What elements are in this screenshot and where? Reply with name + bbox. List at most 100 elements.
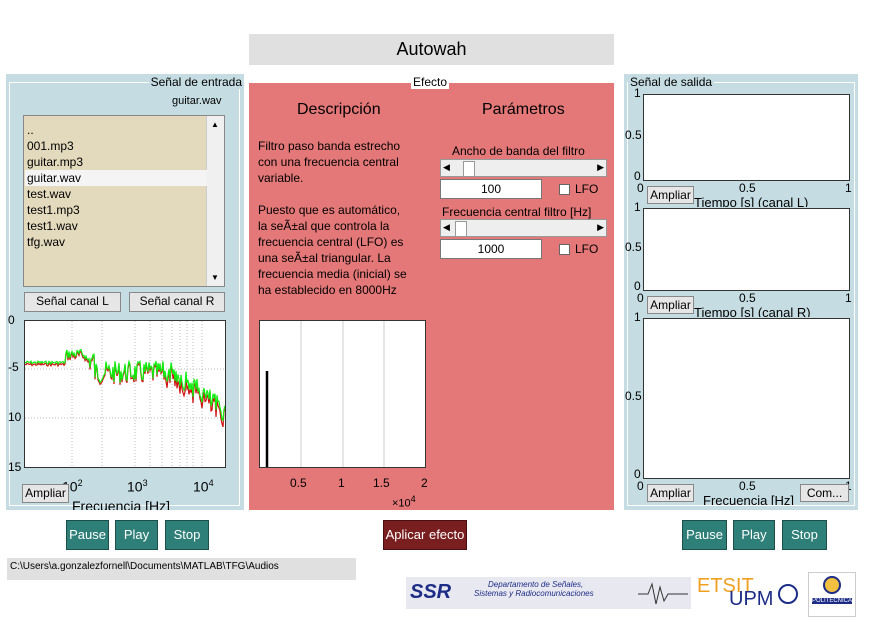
file-item[interactable]: test1.mp3 xyxy=(27,203,80,217)
app-title: Autowah xyxy=(249,34,614,65)
x-axis-label: Tiempo [s] (canal R) xyxy=(694,305,811,317)
file-list[interactable]: ▲ ▼ .. 001.mp3 guitar.mp3 guitar.wav test.wa… xyxy=(23,115,225,287)
heading: Descripción xyxy=(297,101,381,118)
x-tick-label: 104 xyxy=(193,478,214,495)
stop-button[interactable]: Stop xyxy=(782,520,827,550)
x-tick-label: 0.5 xyxy=(739,291,756,305)
panel-title: Efecto xyxy=(411,75,450,89)
x-tick-label: 1 xyxy=(845,181,852,195)
tick-exp: 2 xyxy=(77,478,83,488)
x-tick-label: 0.5 xyxy=(739,479,756,493)
file-name: guitar.wav xyxy=(172,95,222,107)
zoom-button[interactable]: Ampliar xyxy=(647,484,694,502)
etsit-text: ETSIT xyxy=(697,575,754,597)
dept-line: Sistemas y Radiocomunicaciones xyxy=(474,589,594,598)
panel-title: Señal de salida xyxy=(628,75,715,89)
control-label: Ancho de banda del filtro xyxy=(452,144,585,158)
x-tick-label: 1 xyxy=(845,291,852,305)
checkbox[interactable] xyxy=(559,244,570,255)
pause-button[interactable]: Pause xyxy=(682,520,727,550)
text-input[interactable]: 100 xyxy=(440,179,542,199)
y-tick-label: 1 xyxy=(634,86,641,100)
multiplier-base: ×10 xyxy=(392,497,411,510)
y-tick-label: -5 xyxy=(8,360,19,374)
politecnica-logo: POLITÉCNICA xyxy=(808,572,856,617)
pause-button[interactable]: Pause xyxy=(66,520,109,550)
checkbox-label: LFO xyxy=(575,182,599,196)
panel-title: Señal de entrada xyxy=(148,75,244,89)
axis-multiplier: ×104 xyxy=(392,494,416,510)
y-tick-label: 1 xyxy=(634,310,641,324)
panel-border xyxy=(9,82,240,506)
file-item[interactable]: test.wav xyxy=(27,187,72,201)
y-tick-label: 0 xyxy=(634,169,641,183)
file-item[interactable]: 001.mp3 xyxy=(27,139,74,153)
tick-exp: 4 xyxy=(208,478,214,488)
x-tick-label: 0.5 xyxy=(739,181,756,195)
play-button[interactable]: Play xyxy=(115,520,158,550)
description: Filtro paso banda estrecho con una frecue… xyxy=(258,138,407,298)
file-item[interactable]: tfg.wav xyxy=(27,235,66,249)
file-item[interactable]: test1.wav xyxy=(27,219,78,233)
control-label: Frecuencia central filtro [Hz] xyxy=(442,205,592,219)
slider[interactable]: ◀ ▶ xyxy=(440,159,607,177)
description-line: Puesto que es automático, xyxy=(258,203,401,217)
panel-border xyxy=(627,82,855,506)
checkbox[interactable] xyxy=(559,184,570,195)
tick-base: 10 xyxy=(193,478,209,495)
slider[interactable]: ◀ ▶ xyxy=(440,219,607,237)
tick-exp: 3 xyxy=(142,478,148,488)
description-paragraph: Puesto que es automático, la seÃ±al que c… xyxy=(258,202,407,298)
zoom-button[interactable]: Ampliar xyxy=(22,484,69,503)
file-item[interactable]: guitar.mp3 xyxy=(27,155,84,169)
x-tick-label: 0 xyxy=(637,181,644,195)
y-tick-label: 0.5 xyxy=(625,239,642,254)
spectrum-plot xyxy=(24,320,226,468)
scrollbar[interactable]: ▲ ▼ xyxy=(206,116,224,286)
x-axis-label: Frecuencia [Hz] xyxy=(72,498,171,510)
description-line: la seÃ±al que controla la xyxy=(258,219,390,233)
upm-text: UPM xyxy=(729,588,774,610)
file-item[interactable]: .. xyxy=(27,123,34,137)
zoom-button[interactable]: Ampliar xyxy=(647,186,694,204)
path-bar: C:\Users\a.gonzalezfornell\Documents\MAT… xyxy=(7,558,356,580)
wave-icon xyxy=(638,582,688,605)
zoom-button[interactable]: Ampliar xyxy=(647,296,694,314)
effect-panel: Efecto Descripción Parámetros Filtro pas… xyxy=(249,74,614,510)
file-item[interactable]: guitar.wav xyxy=(25,170,207,186)
x-tick-label: 0.5 xyxy=(290,476,307,490)
x-tick-label: 1 xyxy=(338,476,345,490)
multiplier-exp: 4 xyxy=(410,494,416,504)
scroll-up[interactable]: ▲ xyxy=(211,120,219,129)
y-tick-label: 0.5 xyxy=(625,388,642,403)
description-line: ha establecido en 8000Hz xyxy=(258,283,397,297)
x-tick-label: 0 xyxy=(637,479,644,493)
crest xyxy=(823,576,841,594)
stop-button[interactable]: Stop xyxy=(165,520,209,550)
text-input[interactable]: 1000 xyxy=(440,239,542,259)
output-plot xyxy=(643,318,850,479)
apply-button[interactable]: Aplicar efecto xyxy=(383,520,467,550)
y-tick-label: 0.5 xyxy=(625,127,642,142)
description-line: con una frecuencia central xyxy=(258,155,399,169)
y-tick-label: 15 xyxy=(8,460,22,474)
x-axis-label: Frecuencia [Hz] xyxy=(703,493,795,505)
description-line: frecuencia media (inicial) se xyxy=(258,267,407,281)
play-button[interactable]: Play xyxy=(733,520,775,550)
dept-line: Departamento de Señales, xyxy=(488,580,584,589)
compare-button[interactable]: Com... xyxy=(800,484,849,502)
description-line: variable. xyxy=(258,171,304,185)
description-line: frecuencia central (LFO) es xyxy=(258,235,404,249)
button[interactable]: Señal canal R xyxy=(129,292,225,312)
heading: Parámetros xyxy=(482,101,565,118)
y-tick-label: 10 xyxy=(8,410,22,424)
button[interactable]: Señal canal L xyxy=(24,292,121,312)
scroll-down[interactable]: ▼ xyxy=(211,273,219,282)
y-tick-label: 1 xyxy=(634,200,641,214)
spectrum-line xyxy=(25,348,225,422)
etsit-logo: ETSIT UPM xyxy=(697,575,801,613)
upm-seal xyxy=(778,584,798,604)
checkbox-label: LFO xyxy=(575,242,599,256)
x-tick-label: 1.5 xyxy=(373,476,390,490)
